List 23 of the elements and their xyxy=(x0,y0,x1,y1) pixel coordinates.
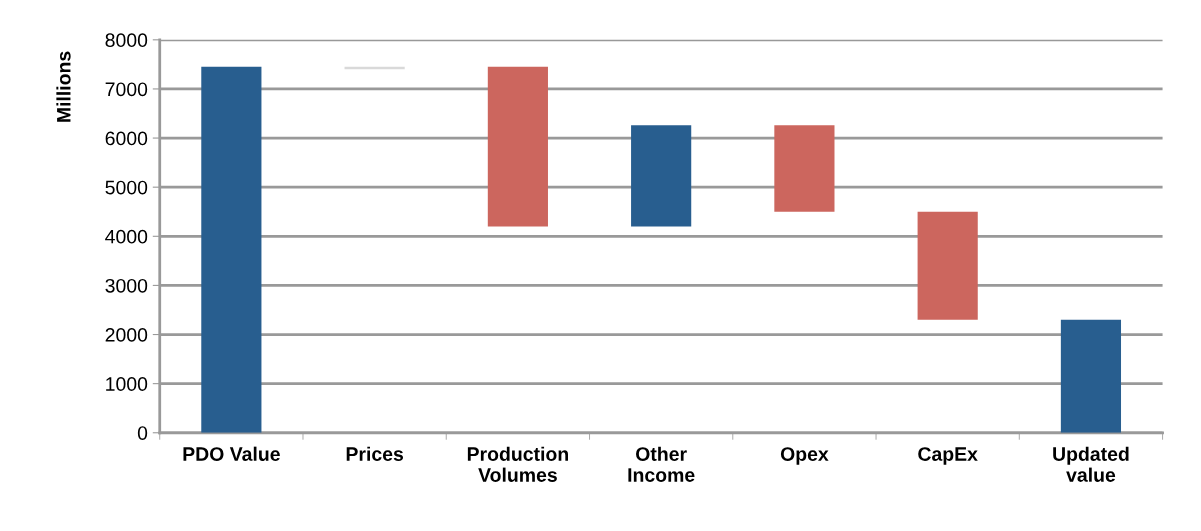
x-tick-label: Production Volumes xyxy=(467,446,568,482)
y-tick-label: 1000 xyxy=(106,377,148,391)
x-tick-label: CapEx xyxy=(918,447,978,465)
y-tick-label: 2000 xyxy=(105,328,148,342)
y-tick-label: 6000 xyxy=(105,131,148,146)
y-tick-label: 0 xyxy=(137,426,148,440)
y-tick-label: 8000 xyxy=(105,33,148,48)
bar xyxy=(631,125,692,227)
y-tick-label: 4000 xyxy=(105,229,148,244)
y-axis-title: Millions xyxy=(56,51,71,122)
x-tick-label: Prices xyxy=(346,446,404,461)
y-tick-label: 7000 xyxy=(105,82,148,97)
x-tick-label: Opex xyxy=(780,447,829,465)
y-tick-label: 5000 xyxy=(105,180,148,195)
bar xyxy=(917,211,978,320)
bar xyxy=(1060,319,1122,433)
bar xyxy=(201,66,262,433)
x-tick-label: Other Income xyxy=(628,446,695,482)
y-tick-label: 3000 xyxy=(105,278,148,293)
x-tick-label: Updated value xyxy=(1053,446,1129,482)
bar xyxy=(487,66,548,227)
bar xyxy=(774,125,835,212)
x-tick-label: PDO Value xyxy=(183,446,280,461)
